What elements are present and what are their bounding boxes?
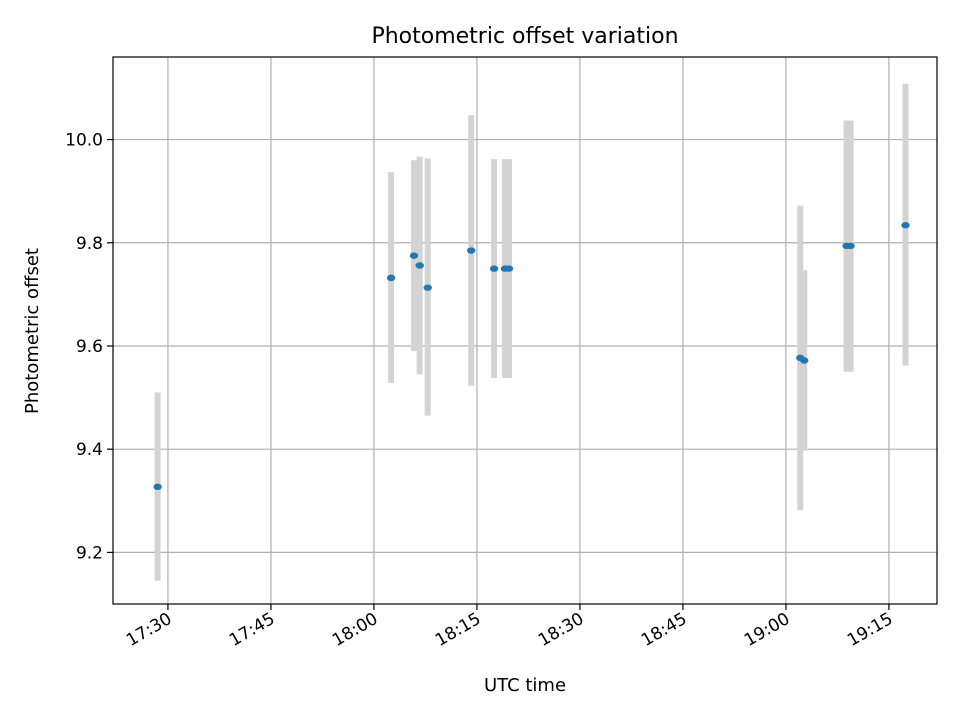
data-point xyxy=(415,262,424,269)
data-point xyxy=(153,483,162,491)
plot-frame xyxy=(112,56,938,605)
y-tick-label: 9.4 xyxy=(76,440,103,460)
data-point xyxy=(489,265,499,272)
data-point xyxy=(423,284,432,291)
y-tick-label: 9.2 xyxy=(76,543,103,563)
y-tick-label: 10.0 xyxy=(65,131,103,151)
y-tick-label: 9.6 xyxy=(76,337,103,357)
chart-title: Photometric offset variation xyxy=(371,24,678,49)
data-point xyxy=(467,247,476,254)
data-point xyxy=(409,252,419,259)
data-point xyxy=(846,242,855,250)
y-tick-label: 9.8 xyxy=(76,234,103,254)
data-point xyxy=(386,274,396,282)
data-points xyxy=(153,222,910,491)
y-axis-label: Photometric offset xyxy=(22,248,43,414)
data-point xyxy=(504,265,514,272)
y-axis-ticks: 9.2 9.4 9.6 9.8 10.0 xyxy=(65,131,113,563)
data-point xyxy=(901,222,910,229)
x-axis-label: UTC time xyxy=(484,675,566,696)
data-point xyxy=(800,357,809,364)
